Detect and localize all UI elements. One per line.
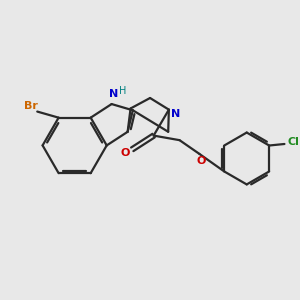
Text: O: O xyxy=(121,148,130,158)
Text: Cl: Cl xyxy=(287,137,299,148)
Text: O: O xyxy=(197,156,206,166)
Text: Br: Br xyxy=(24,101,38,111)
Text: N: N xyxy=(171,109,180,119)
Text: H: H xyxy=(118,85,126,96)
Text: N: N xyxy=(110,89,119,99)
